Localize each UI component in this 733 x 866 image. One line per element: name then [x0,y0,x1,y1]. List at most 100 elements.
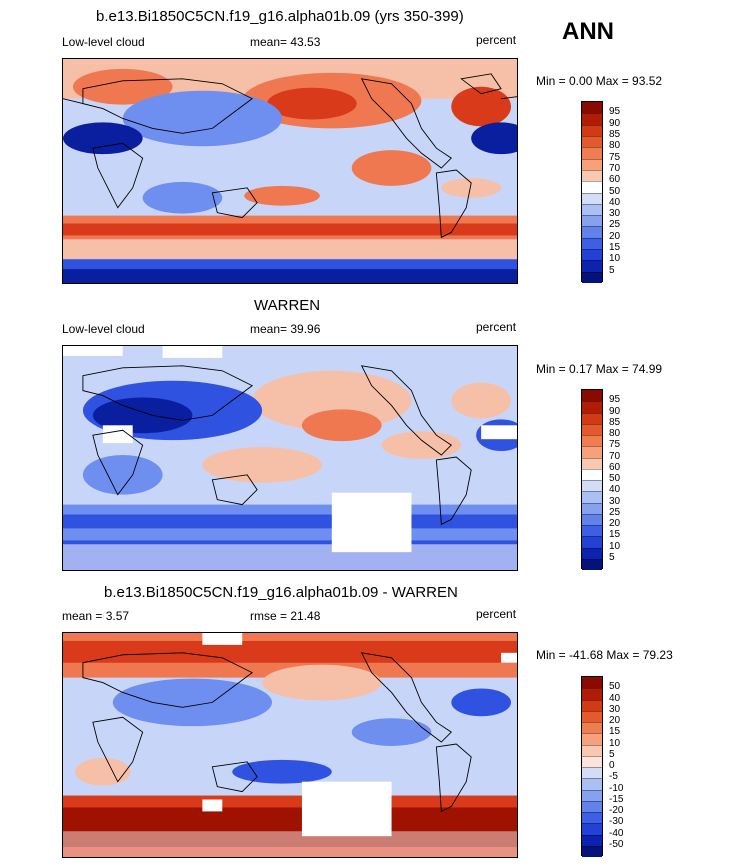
legend-swatch [582,710,602,722]
legend-swatch [582,845,602,857]
legend-swatch [582,733,602,745]
panel-1-title: b.e13.Bi1850C5CN.f19_g16.alpha01b.09 (yr… [96,8,464,25]
legend-swatch [582,722,602,734]
legend-swatch [582,249,602,261]
legend-level-label: 25 [609,219,621,231]
legend-swatch [582,823,602,835]
legend-swatch [582,401,602,413]
panel-3-title: b.e13.Bi1850C5CN.f19_g16.alpha01b.09 - W… [104,584,458,601]
legend-level-label: 30 [609,208,621,220]
legend-swatch [582,237,602,250]
panel-2-units: percent [476,320,517,334]
legend-level-label: 50 [609,185,621,197]
legend-swatch [582,744,602,756]
legend-swatch [582,547,602,559]
legend-level-label: 5 [609,264,615,276]
legend-swatch [582,699,602,711]
legend-level-label: 75 [609,151,621,163]
legend-swatch [582,192,602,204]
legend-level-label: 10 [609,540,621,552]
legend-swatch [582,181,602,193]
legend-level-label: 5 [609,748,615,760]
panel-3-minmax: Min = -41.68 Max = 79.23 [536,648,673,662]
legend-level-label: 40 [609,692,621,704]
legend-level-label: 70 [609,450,621,462]
legend-level-label: 80 [609,428,621,439]
panel-2-map-svg [63,346,517,570]
panel-1-stat: mean= 43.53 [250,35,320,49]
legend-swatch [582,525,602,537]
legend-swatch [582,135,602,148]
panel-1-stat-label: mean= [250,35,288,49]
legend-swatch [582,124,602,136]
season-label: ANN [562,18,614,45]
legend-swatch [582,457,602,469]
legend-swatch [582,789,602,801]
legend-level-label: 15 [609,529,621,541]
panel-1-map [62,58,518,284]
legend-swatch [582,800,602,812]
legend-level-label: 90 [609,117,621,129]
legend-level-label: 20 [609,230,621,242]
legend-level-label: 30 [609,703,621,715]
legend-level-label: 25 [609,506,621,518]
panel-1-variable-label: Low-level cloud [62,35,145,49]
legend-swatch [582,390,602,402]
legend-swatch [582,755,602,767]
panel-3-stat-label: rmse = [250,609,288,623]
panel-2-stat-value: 39.96 [290,322,321,336]
legend-swatch [582,558,602,570]
legend-level-label: 15 [609,242,621,254]
legend-swatch [582,446,602,458]
legend-swatch [582,102,602,114]
legend-swatch [582,502,602,514]
legend-level-label: -15 [609,793,624,805]
legend-swatch [582,215,602,227]
legend-level-label: 20 [609,715,621,726]
panel-3-map [62,632,518,858]
legend-level-label: -5 [609,771,618,783]
legend-level-label: 10 [609,253,621,265]
legend-swatch [582,491,602,503]
legend-level-label: 60 [609,174,621,186]
legend-swatch [582,412,602,424]
legend-level-label: 60 [609,461,621,473]
legend-level-label: 80 [609,140,621,152]
legend-swatch [582,468,602,480]
panel-3-units: percent [476,607,517,621]
legend-level-label: 10 [609,737,621,749]
panel-1-units: percent [476,33,517,47]
legend-level-label: 20 [609,518,621,529]
panel-2-stat-label: mean= [250,322,288,336]
panel-2-legend-bar [581,389,603,570]
panel-1-map-svg [63,59,517,283]
legend-level-label: -20 [609,805,624,816]
legend-level-label: 5 [609,551,615,563]
legend-swatch [582,513,602,525]
legend-swatch [582,480,602,492]
legend-swatch [582,147,602,159]
legend-level-label: 90 [609,405,621,417]
legend-level-label: 40 [609,484,621,496]
legend-level-label: -10 [609,782,624,794]
panel-2-variable-label: Low-level cloud [62,322,145,336]
legend-level-label: 15 [609,726,621,738]
panel-3-mean: mean = 3.57 [62,609,130,623]
legend-swatch [582,812,602,824]
legend-swatch [582,834,602,846]
legend-level-label: 95 [609,394,621,406]
legend-level-label: 0 [609,760,615,771]
panel-1-minmax: Min = 0.00 Max = 93.52 [536,74,663,88]
legend-level-label: 85 [609,416,621,428]
legend-swatch [582,169,602,182]
legend-swatch [582,271,602,283]
legend-swatch [582,158,602,170]
panel-1-stat-value: 43.53 [290,35,321,49]
panel-1-legend-bar [581,101,603,283]
legend-level-label: -50 [609,838,624,850]
panel-3-stat: rmse = 21.48 [250,609,320,623]
panel-3-map-svg [63,633,517,857]
legend-level-label: 40 [609,196,621,208]
panel-2-map [62,345,518,571]
panel-3-stat-value: 21.48 [290,609,321,623]
